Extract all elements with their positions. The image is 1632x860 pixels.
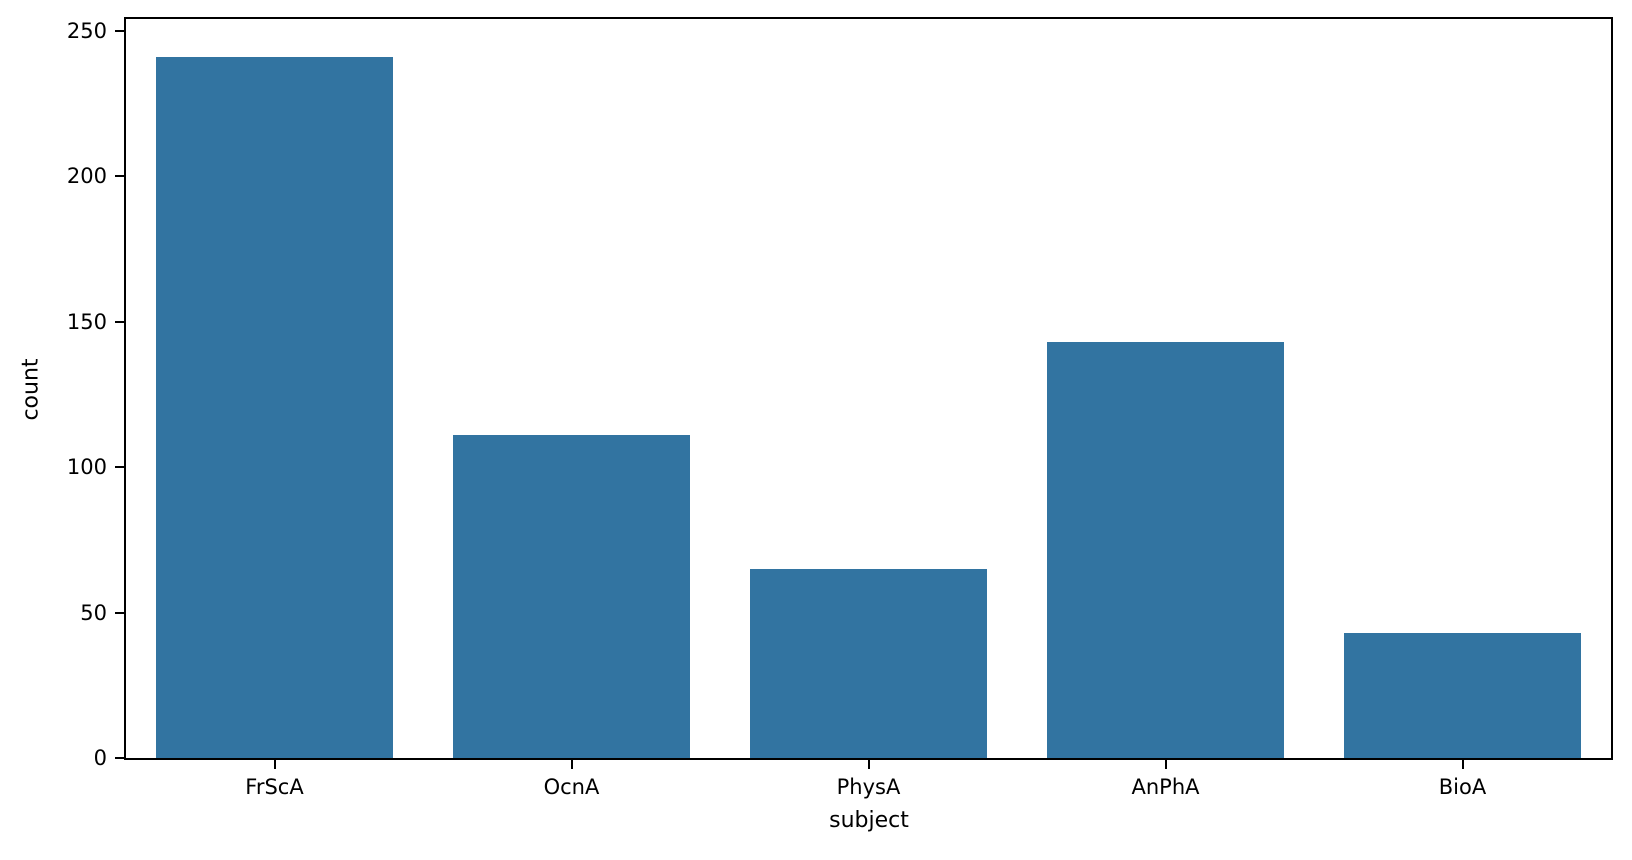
y-tick-mark	[115, 320, 124, 323]
x-tick-mark	[1164, 760, 1167, 769]
y-tick-mark	[115, 29, 124, 32]
plot-area	[124, 17, 1613, 760]
bar-frsca	[155, 56, 394, 758]
x-tick-label-bioa: BioA	[1438, 775, 1487, 799]
x-axis-label: subject	[829, 808, 909, 833]
x-tick-mark	[273, 760, 276, 769]
y-tick-label: 150	[66, 309, 107, 334]
y-tick-label: 50	[80, 600, 107, 625]
y-tick-label: 100	[66, 455, 107, 480]
bar-ocna	[452, 435, 691, 758]
x-tick-mark	[867, 760, 870, 769]
y-tick-label: 200	[66, 164, 107, 189]
bar-anpha	[1046, 341, 1285, 758]
y-tick-mark	[115, 466, 124, 469]
x-tick-mark	[570, 760, 573, 769]
x-tick-label-ocna: OcnA	[543, 775, 600, 799]
bar-physa	[749, 568, 988, 758]
bar-bioa	[1343, 632, 1582, 758]
x-tick-label-anpha: AnPhA	[1131, 775, 1200, 799]
y-tick-mark	[115, 611, 124, 614]
x-tick-mark	[1461, 760, 1464, 769]
x-tick-label-physa: PhysA	[836, 775, 901, 799]
y-tick-mark	[115, 175, 124, 178]
y-tick-mark	[115, 757, 124, 759]
y-tick-label: 250	[66, 18, 107, 43]
y-axis-label: count	[18, 358, 44, 421]
y-tick-label: 0	[93, 746, 107, 770]
x-tick-label-frsca: FrScA	[245, 775, 304, 799]
